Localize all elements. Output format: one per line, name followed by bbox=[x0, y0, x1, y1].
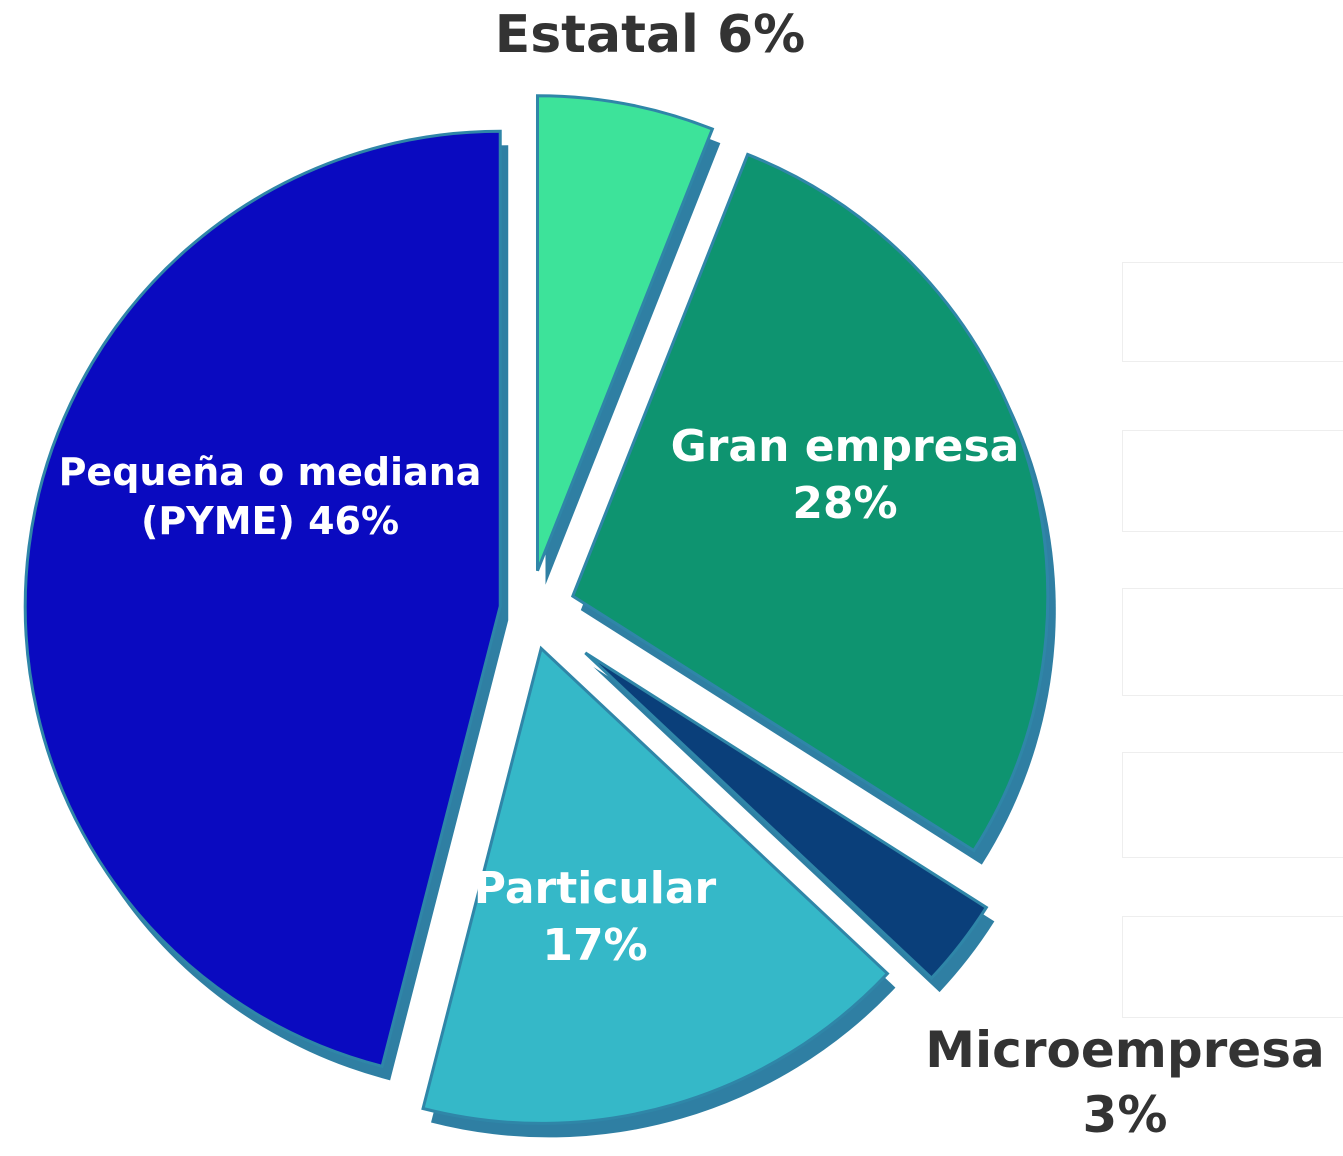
category-name: Particular bbox=[473, 863, 717, 914]
slice-label: Pequeña o mediana (PYME) 46% bbox=[45, 448, 495, 547]
slice bbox=[535, 94, 715, 572]
slice bbox=[584, 651, 989, 981]
slice bbox=[23, 129, 502, 1069]
category-name: Microempresa bbox=[925, 1021, 1325, 1079]
slice bbox=[570, 152, 1050, 853]
value-label: 28% bbox=[792, 478, 898, 530]
value-label: 6% bbox=[717, 5, 806, 65]
slice-label: Microempresa 3% bbox=[915, 1018, 1335, 1148]
category-name: Pequeña o mediana (PYME) bbox=[58, 450, 482, 544]
legend-box bbox=[1122, 916, 1343, 1018]
category-name: Estatal bbox=[494, 5, 699, 65]
legend-box bbox=[1122, 262, 1343, 362]
legend-box bbox=[1122, 588, 1343, 696]
slice bbox=[421, 645, 890, 1125]
category-name: Gran empresa bbox=[670, 421, 1020, 472]
slice-label: Particular 17% bbox=[445, 860, 745, 974]
value-label: 46% bbox=[308, 499, 400, 544]
legend-box bbox=[1122, 752, 1343, 858]
value-label: 17% bbox=[542, 920, 648, 972]
slice-label: Gran empresa 28% bbox=[655, 418, 1035, 532]
legend-box bbox=[1122, 430, 1343, 532]
slice-label: Estatal 6% bbox=[400, 2, 900, 70]
value-label: 3% bbox=[1082, 1086, 1168, 1144]
